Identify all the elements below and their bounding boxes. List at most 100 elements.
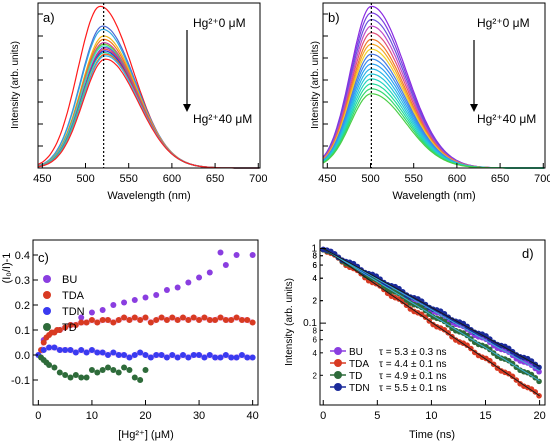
panel-c-point-tdn <box>142 352 149 358</box>
panel-d-ytick-label: 8 <box>313 252 318 261</box>
panel-c-point-tdn <box>137 349 144 356</box>
panel-c-point-tda <box>201 314 208 321</box>
panel-d-point-bu <box>536 368 542 375</box>
panel-d-legend-tau-tda: τ = 4.4 ± 0.1 ns <box>379 359 447 370</box>
panel-c-point-tdn <box>185 354 192 361</box>
panel-c-ylabel: (I₀/I)-1 <box>1 253 13 284</box>
panel-d-ytick-label: 2 <box>313 371 318 380</box>
panel-d-point-td <box>505 357 512 364</box>
panel-c-xtick-label-10: 10 <box>86 410 98 422</box>
panel-c-point-tda <box>78 319 85 326</box>
panel-c-point-tdn <box>163 354 170 361</box>
panel-d-legend-tau-td: τ = 4.9 ± 0.1 ns <box>379 371 447 382</box>
panel-c-ytick-label: 0.1 <box>15 325 30 337</box>
panel-c-point-tdn <box>110 349 117 356</box>
panel-c-point-tdn <box>174 354 181 361</box>
panel-b: 450 500 550 600 650 700 b) Wavelength (nm) In… <box>310 2 550 202</box>
panel-c-point-td <box>131 374 138 381</box>
panel-d-fit-td <box>322 248 540 382</box>
panel-c-legend-marker-td <box>43 323 51 331</box>
panel-c-point-tda <box>180 314 186 321</box>
panel-d-ytick-label: 4 <box>313 349 318 358</box>
panel-d-legend-name-td: TD <box>349 371 362 382</box>
panel-c-point-tdn <box>99 349 106 356</box>
panel-c-point-tda <box>158 314 165 321</box>
panel-c-point-bu <box>88 309 95 316</box>
panel-b-y-ticks <box>323 13 328 147</box>
panel-b-ylabel: Intensity (arb. units) <box>310 41 321 129</box>
panel-c-point-bu <box>174 284 181 291</box>
panel-c-point-bu <box>163 287 170 293</box>
panel-c-point-bu <box>217 249 224 256</box>
panel-a-x-ticks: 450 500 550 600 650 700 <box>33 163 267 185</box>
panel-d-point-tda <box>509 373 516 380</box>
panel-d-ytick-label: 1 <box>311 244 317 255</box>
panel-c-point-tdn <box>105 352 111 358</box>
panel-c-point-td <box>83 374 90 381</box>
panel-c-ytick-label: 0.2 <box>15 300 30 312</box>
panel-d-ytick-label: 0.1 <box>303 318 317 329</box>
panel-c-point-bu <box>142 294 149 301</box>
panel-c-point-tdn <box>131 352 138 358</box>
panel-c-point-tdn <box>222 352 229 358</box>
panel-d-x-ticks: 0 5 10 15 20 <box>320 400 546 422</box>
panel-c-point-td <box>115 369 122 376</box>
panel-c-point-td <box>110 367 117 373</box>
panel-d-legend-marker-bu <box>334 347 342 355</box>
panel-c-xtick-label-40: 40 <box>247 410 259 422</box>
panel-d-ytick-label: 4 <box>313 274 318 283</box>
panel-c-point-bu <box>99 307 106 313</box>
panel-a-spectrum-10 <box>37 50 260 169</box>
panel-c-ytick-label: 0.4 <box>15 250 30 262</box>
panel-c-point-bu <box>196 274 203 281</box>
panel-c-point-tda <box>121 314 128 321</box>
panel-c-legend-marker-tda <box>43 291 51 299</box>
panel-a-xtick-label-650: 650 <box>206 173 224 185</box>
panel-c-point-tda <box>83 319 90 326</box>
panel-b-xtick-label-600: 600 <box>448 173 466 185</box>
panel-c-point-tdn <box>126 354 133 361</box>
panel-c-y-ticks: -0.1 0.0 0.1 0.2 0.3 0.4 <box>11 250 38 387</box>
panel-c-point-tdn <box>238 352 245 358</box>
panel-a-xlabel: Wavelength (nm) <box>107 190 190 202</box>
panel-c-point-bu <box>185 279 192 286</box>
panel-b-x-ticks: 450 500 550 600 650 700 <box>318 163 550 185</box>
panel-c-point-tdn <box>56 347 63 353</box>
panel-c-point-tdn <box>180 352 186 358</box>
panel-c-point-tdn <box>62 347 69 353</box>
panel-a-arrow-head <box>183 104 191 112</box>
panel-d-point-td <box>441 318 448 325</box>
panel-a-spectrum-4 <box>37 38 260 169</box>
panel-c-point-td <box>78 374 85 381</box>
panel-c-point-tdn <box>88 347 95 353</box>
panel-c-point-tda <box>110 319 117 326</box>
panel-c-point-tda <box>228 317 235 323</box>
panel-c-point-td <box>62 372 69 378</box>
panel-b-xtick-label-700: 700 <box>534 173 550 185</box>
panel-c-point-tda <box>147 319 154 326</box>
panel-b-xtick-label-550: 550 <box>405 173 423 185</box>
panel-b-arrow-head <box>470 104 478 112</box>
panel-d-point-tdn <box>536 364 542 371</box>
panel-c-point-tda <box>94 319 101 326</box>
panel-c-point-tdn <box>94 349 101 356</box>
panel-d-xtick-label-20: 20 <box>533 410 545 422</box>
panel-a-frame <box>37 2 261 169</box>
panel-c-point-tda <box>174 317 181 323</box>
panel-c-point-tdn <box>46 344 53 351</box>
panel-c-point-bu <box>249 252 256 258</box>
panel-d-point-tda <box>487 357 493 364</box>
panel-d-point-td <box>528 371 535 378</box>
panel-c-point-td <box>94 369 101 376</box>
panel-d-legend-name-bu: BU <box>349 347 363 358</box>
panel-c-legend: BU TDA TDN TD <box>43 274 85 334</box>
panel-c-point-bu <box>110 302 117 308</box>
panel-c-point-td <box>67 374 74 381</box>
panel-c-point-tdn <box>51 344 58 351</box>
panel-a-spectrum-3 <box>37 35 260 169</box>
panel-d-fit-tdn <box>322 248 540 367</box>
panel-c-legend-label-td: TD <box>62 322 77 334</box>
